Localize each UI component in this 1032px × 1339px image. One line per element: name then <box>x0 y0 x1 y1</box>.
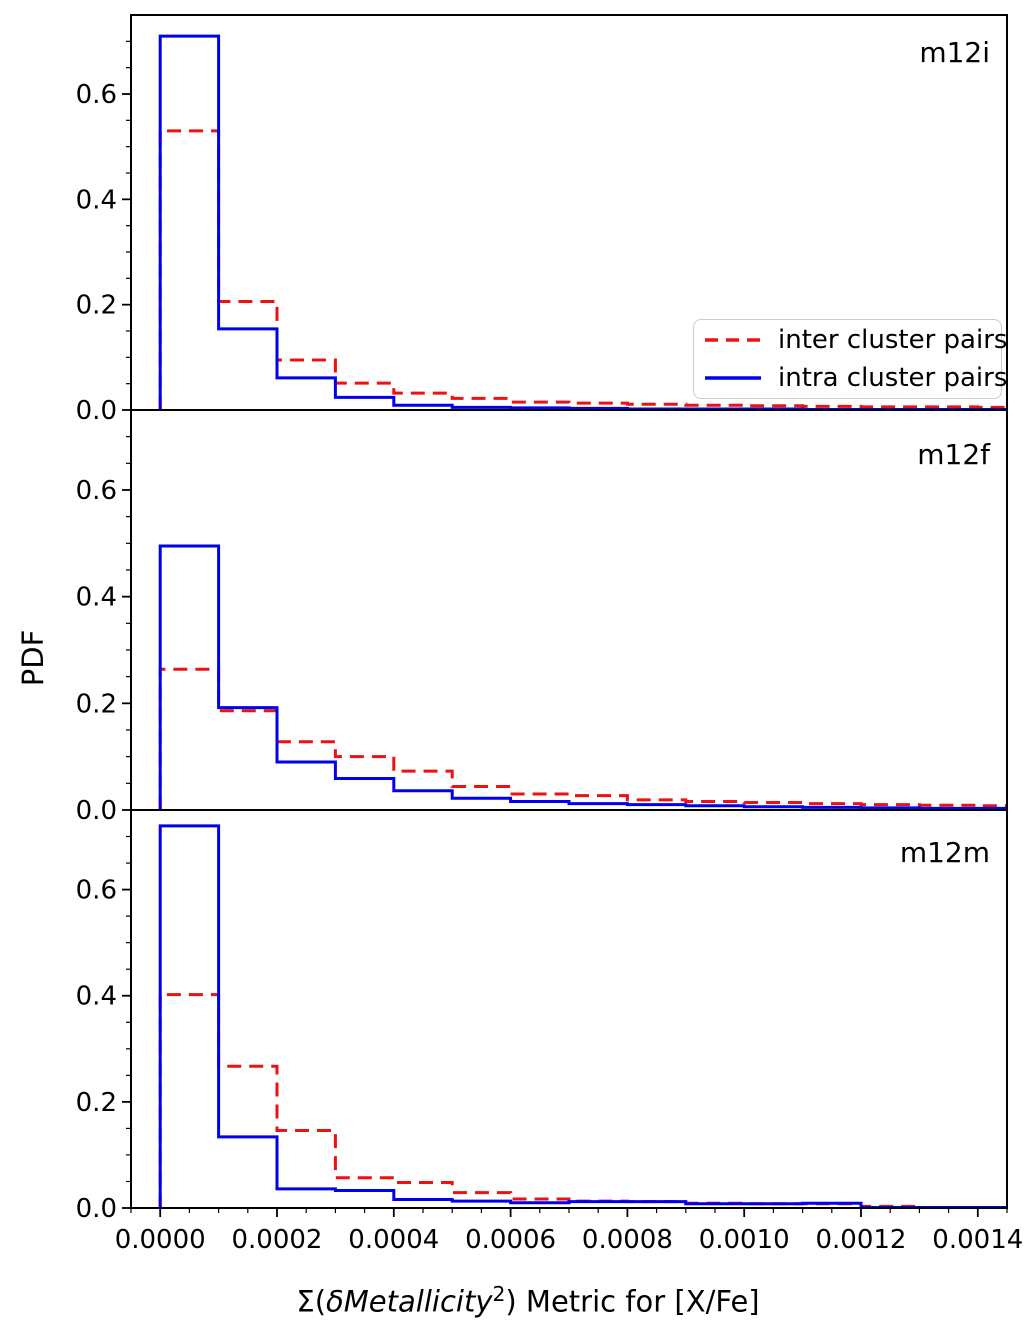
panel-label-m12f: m12f <box>917 438 990 471</box>
panel-spines <box>130 809 1008 1209</box>
legend-label-inter: inter cluster pairs <box>778 325 1008 355</box>
x-tick-label: 0.0008 <box>582 1225 673 1255</box>
panel-label-m12i: m12i <box>919 36 990 69</box>
y-tick-label: 0.6 <box>76 80 117 110</box>
y-tick-label: 0.0 <box>76 1194 117 1224</box>
m12m-inter-series <box>158 993 1007 1208</box>
x-tick-label: 0.0004 <box>348 1225 439 1255</box>
y-tick-label: 0.2 <box>76 1088 117 1118</box>
m12f-intra-series <box>158 544 1007 810</box>
x-axis-label: Σ(δMetallicity2) Metric for [X/Fe] <box>296 1282 760 1319</box>
y-axis-label: PDF <box>16 629 50 687</box>
dashed-line-sample-icon <box>705 338 761 342</box>
x-tick-label: 0.0000 <box>115 1225 206 1255</box>
panel-spines <box>130 409 1008 811</box>
legend-item-intra: intra cluster pairs <box>704 362 1007 394</box>
solid-line-sample-icon <box>705 376 761 380</box>
legend-label-intra: intra cluster pairs <box>778 363 1008 393</box>
x-tick-label: 0.0002 <box>232 1225 323 1255</box>
legend: inter cluster pairs intra cluster pairs <box>693 319 1007 399</box>
m12m-intra-series <box>158 824 1007 1208</box>
legend-item-inter: inter cluster pairs <box>704 324 1007 356</box>
x-tick-label: 0.0014 <box>932 1225 1023 1255</box>
y-tick-label: 0.4 <box>76 583 117 613</box>
m12f-inter-series <box>158 667 1007 810</box>
x-tick-label: 0.0012 <box>816 1225 907 1255</box>
panel-label-m12m: m12m <box>899 836 990 869</box>
y-tick-label: 0.4 <box>76 185 117 215</box>
y-tick-label: 0.6 <box>76 876 117 906</box>
y-tick-label: 0.2 <box>76 291 117 321</box>
y-tick-label: 0.2 <box>76 689 117 719</box>
y-tick-label: 0.0 <box>76 796 117 826</box>
y-tick-label: 0.4 <box>76 982 117 1012</box>
m12i-inter-series <box>158 129 1007 410</box>
y-tick-label: 0.0 <box>76 396 117 426</box>
y-tick-label: 0.6 <box>76 476 117 506</box>
x-tick-label: 0.0006 <box>465 1225 556 1255</box>
x-tick-label: 0.0010 <box>699 1225 790 1255</box>
